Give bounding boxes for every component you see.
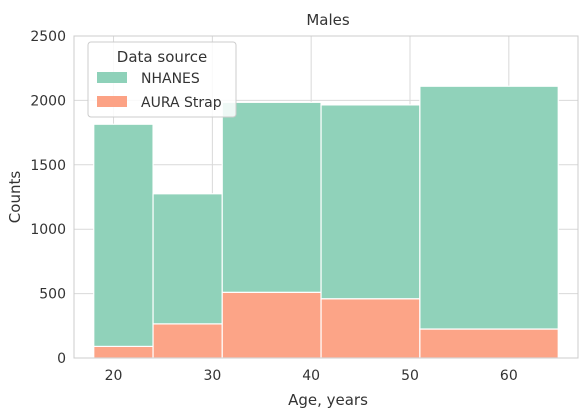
legend-label-aura-strap: AURA Strap (141, 95, 222, 111)
legend-swatch-aura-strap (97, 96, 127, 107)
bar-aura-strap (419, 328, 559, 359)
bar-aura-strap (93, 345, 154, 359)
y-tick-label: 2000 (30, 93, 66, 109)
y-tick-label: 500 (39, 287, 66, 303)
bar-aura-strap (320, 298, 421, 359)
chart-title: Males (306, 11, 350, 29)
y-tick-label: 0 (57, 351, 66, 367)
x-tick-label: 40 (302, 368, 320, 384)
bar-nhanes (419, 85, 559, 330)
y-axis-label: Counts (6, 171, 24, 224)
bar-nhanes (221, 101, 322, 293)
legend: Data source NHANES AURA Strap (87, 41, 237, 118)
x-tick-label: 30 (203, 368, 221, 384)
x-tick-label: 50 (401, 368, 419, 384)
x-tick-label: 60 (500, 368, 518, 384)
bar-aura-strap (152, 323, 223, 359)
y-tick-label: 2500 (30, 29, 66, 45)
bar-nhanes (320, 104, 421, 300)
legend-swatch-nhanes (97, 72, 127, 83)
tick-labels: 20 30 40 50 60 0 500 1000 1500 2000 2500 (30, 29, 517, 384)
bar-nhanes (93, 123, 154, 348)
x-tick-label: 20 (105, 368, 123, 384)
bars (93, 85, 559, 359)
x-axis-label: Age, years (288, 391, 368, 408)
legend-title: Data source (117, 48, 207, 66)
plot-frame (73, 35, 579, 359)
y-tick-label: 1500 (30, 158, 66, 174)
bar-aura-strap (221, 291, 322, 359)
bar-nhanes (152, 193, 223, 325)
legend-label-nhanes: NHANES (141, 71, 200, 87)
y-tick-label: 1000 (30, 222, 66, 238)
